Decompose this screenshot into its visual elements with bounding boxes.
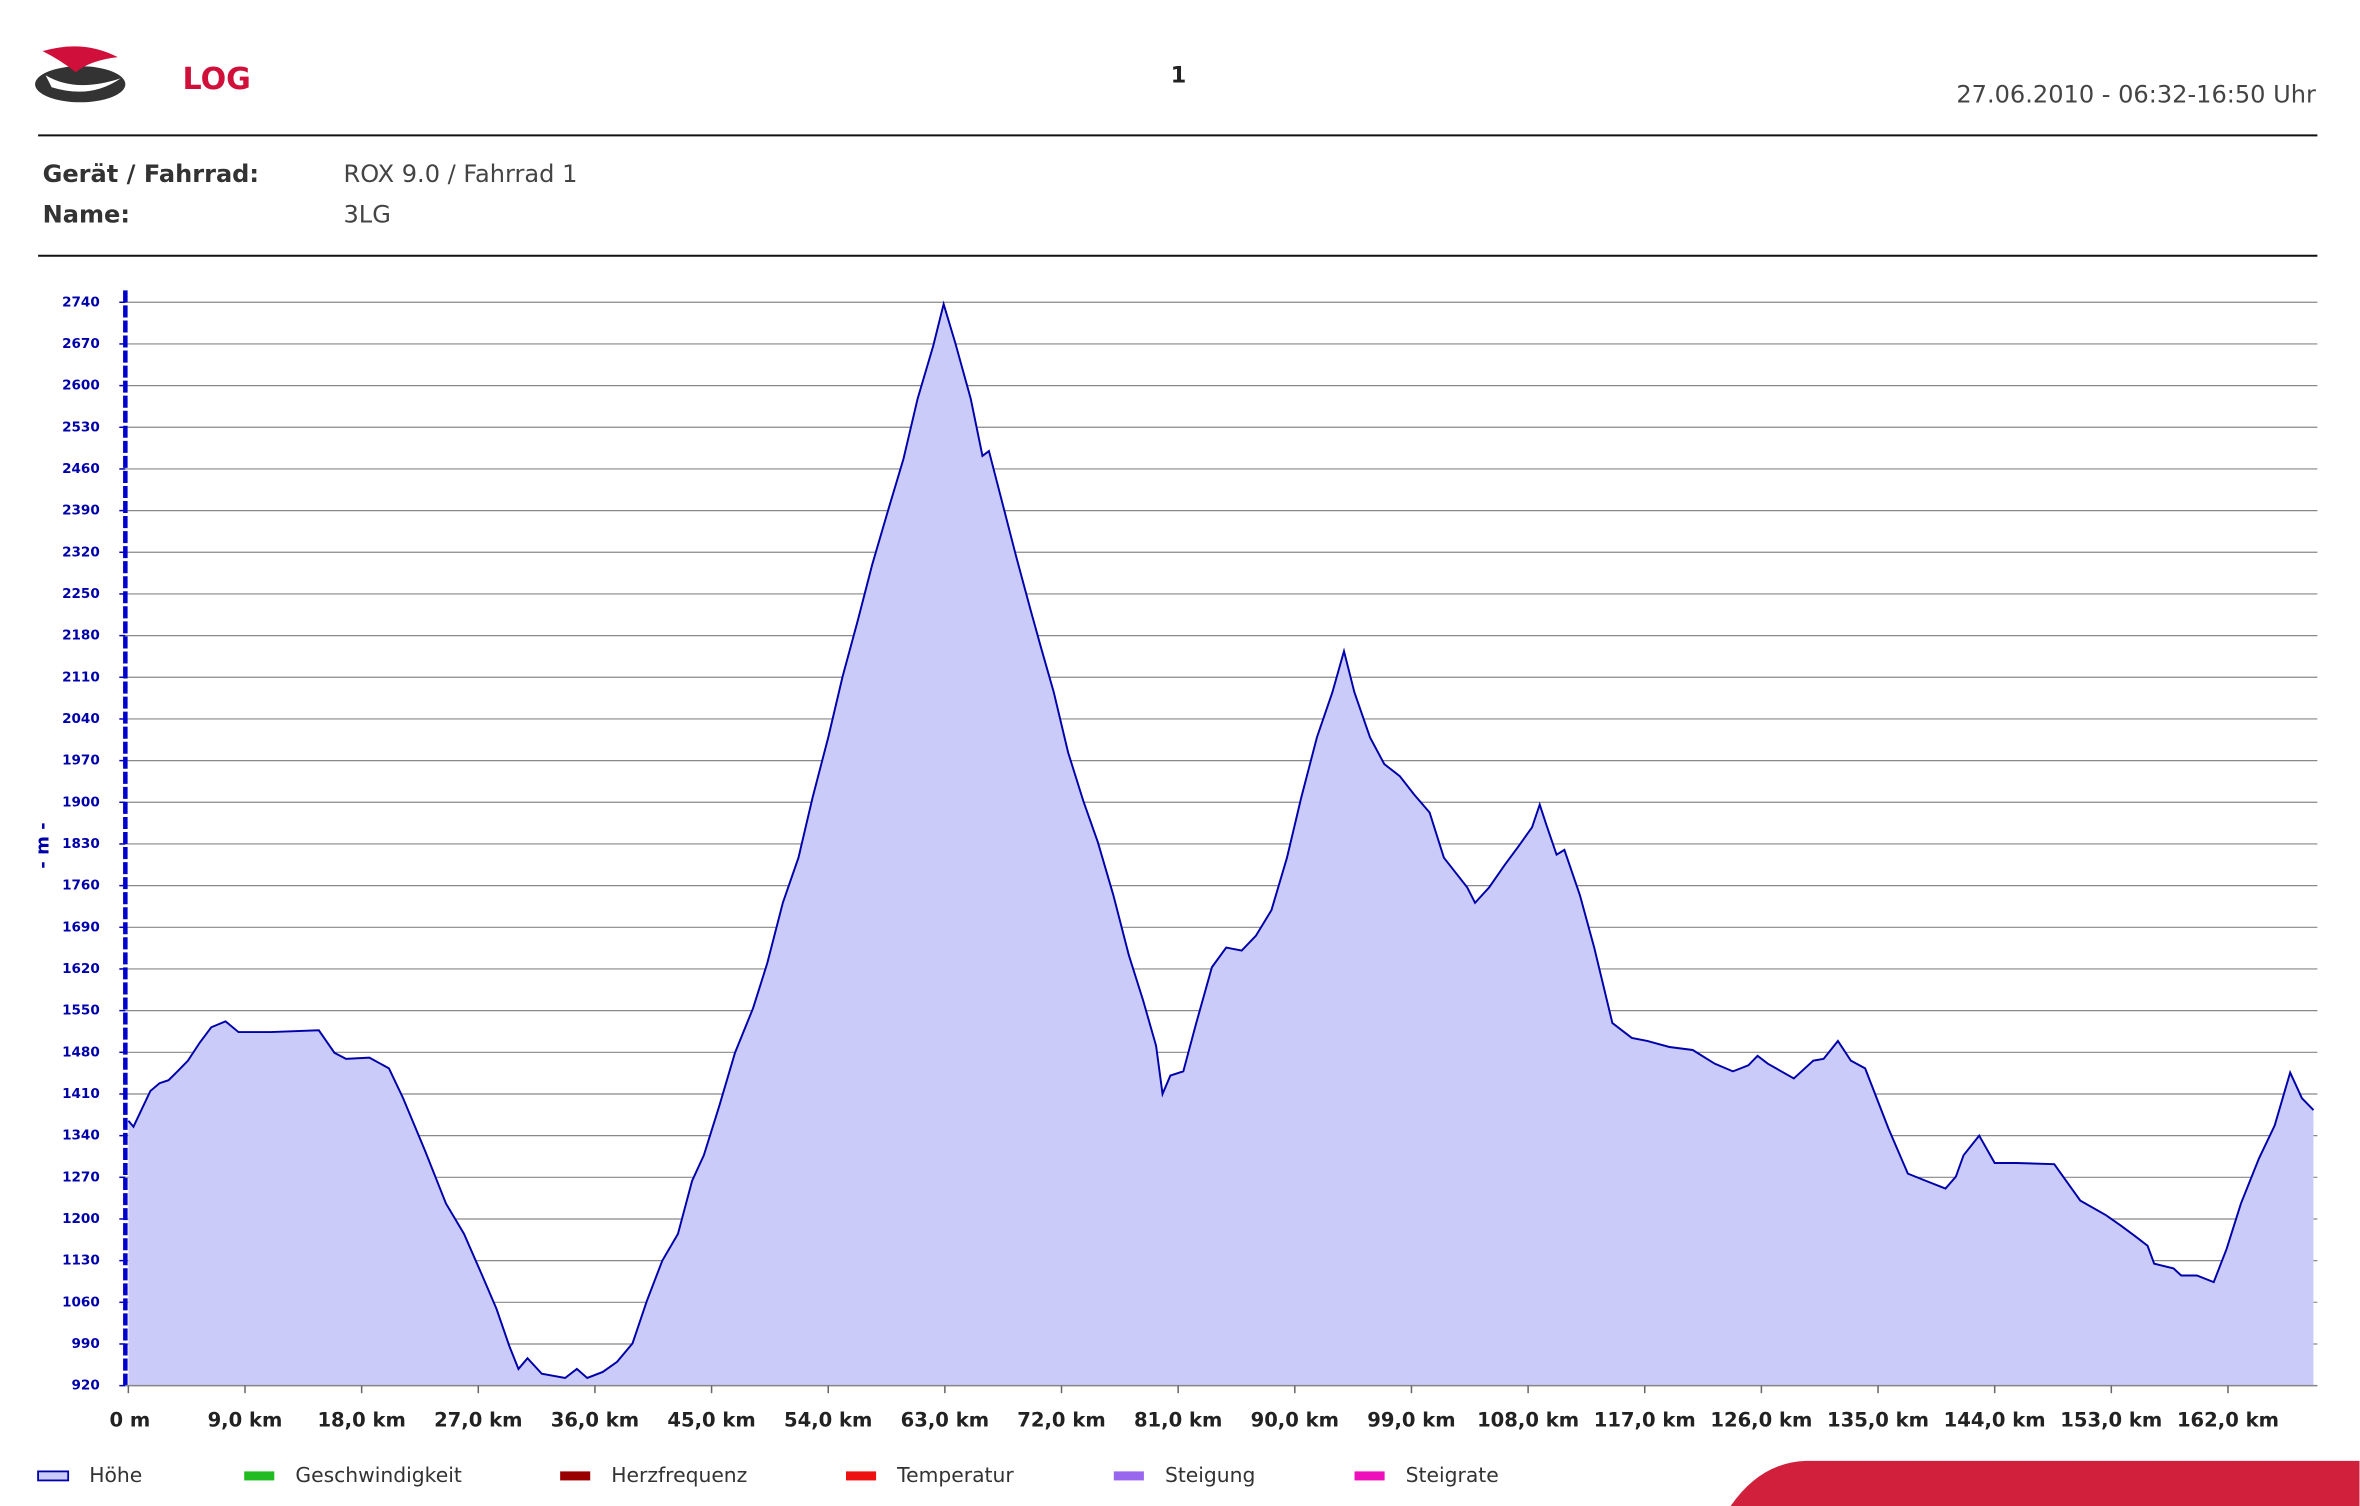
x-tick-label: 90,0 km bbox=[1251, 1408, 1339, 1431]
area-fill bbox=[128, 304, 2314, 1386]
page-number: 1 bbox=[1171, 63, 1187, 89]
y-axis-label: - m - bbox=[33, 822, 54, 868]
x-tick-label: 108,0 km bbox=[1477, 1408, 1579, 1431]
x-tick-label: 81,0 km bbox=[1134, 1408, 1222, 1431]
y-tick-label: 1550 bbox=[62, 1003, 100, 1019]
x-tick-label: 162,0 km bbox=[2177, 1408, 2279, 1431]
y-tick-label: 1760 bbox=[62, 878, 100, 894]
x-tick-label: 54,0 km bbox=[784, 1408, 872, 1431]
y-tick-label: 1480 bbox=[62, 1044, 100, 1060]
legend-swatch bbox=[1354, 1471, 1385, 1481]
legend-label: Herzfrequenz bbox=[611, 1463, 747, 1487]
y-tick-label: 2250 bbox=[62, 586, 100, 602]
y-tick-label: 2390 bbox=[62, 503, 100, 519]
y-tick-label: 1410 bbox=[62, 1086, 100, 1102]
x-tick-label: 45,0 km bbox=[667, 1408, 755, 1431]
x-tick-label: 63,0 km bbox=[901, 1408, 989, 1431]
legend-swatch bbox=[560, 1471, 591, 1481]
y-tick-label: 1060 bbox=[62, 1294, 100, 1310]
legend-label: Höhe bbox=[89, 1463, 142, 1487]
logo bbox=[35, 46, 126, 103]
y-tick-label: 1200 bbox=[62, 1211, 100, 1227]
date-range: 27.06.2010 - 06:32-16:50 Uhr bbox=[1956, 80, 2316, 108]
x-tick-label: 99,0 km bbox=[1367, 1408, 1455, 1431]
y-tick-label: 1900 bbox=[62, 794, 100, 810]
y-tick-label: 1970 bbox=[62, 753, 100, 769]
y-tick-label: 1690 bbox=[62, 919, 100, 935]
x-tick-label: 135,0 km bbox=[1827, 1408, 1929, 1431]
logo-text: LOG bbox=[183, 62, 251, 97]
y-tick-label: 1340 bbox=[62, 1128, 100, 1144]
y-tick-label: 920 bbox=[72, 1378, 100, 1394]
info-value: 3LG bbox=[344, 201, 391, 229]
y-tick-label: 2460 bbox=[62, 461, 100, 477]
y-tick-label: 2670 bbox=[62, 336, 100, 352]
plot: 920 990 1060 1130 1200 1270 1340 1410 1480 1550 16… bbox=[37, 290, 2318, 1487]
x-tick-label: 153,0 km bbox=[2060, 1408, 2162, 1431]
y-tick-label: 2320 bbox=[62, 544, 100, 560]
elevation-line bbox=[127, 300, 2315, 1380]
x-tick-label: 72,0 km bbox=[1017, 1408, 1105, 1431]
legend-label: Temperatur bbox=[896, 1463, 1014, 1487]
y-tick-label: 990 bbox=[72, 1336, 100, 1352]
x-tick-label: 144,0 km bbox=[1944, 1408, 2046, 1431]
x-tick-label: 36,0 km bbox=[551, 1408, 639, 1431]
legend-swatch bbox=[37, 1470, 70, 1482]
legend-label: Steigrate bbox=[1406, 1463, 1499, 1487]
legend-swatch bbox=[244, 1471, 275, 1481]
legend-label: Geschwindigkeit bbox=[295, 1463, 461, 1487]
x-tick-label: 0 m bbox=[109, 1408, 150, 1431]
footer-swoosh bbox=[1730, 1460, 2360, 1506]
x-tick-label: 27,0 km bbox=[434, 1408, 522, 1431]
info-label: Name: bbox=[43, 201, 130, 229]
y-tick-label: 2740 bbox=[62, 294, 100, 310]
y-tick-label: 2110 bbox=[62, 669, 100, 685]
y-tick-label: 1620 bbox=[62, 961, 100, 977]
y-tick-label: 2600 bbox=[62, 378, 100, 394]
y-tick-label: 1270 bbox=[62, 1169, 100, 1185]
legend-swatch bbox=[846, 1471, 877, 1481]
y-tick-label: 1130 bbox=[62, 1253, 100, 1269]
x-tick-label: 117,0 km bbox=[1594, 1408, 1696, 1431]
x-tick-label: 9,0 km bbox=[208, 1408, 283, 1431]
info-label: Gerät / Fahrrad: bbox=[43, 160, 259, 188]
y-tick-label: 1830 bbox=[62, 836, 100, 852]
legend-swatch bbox=[1113, 1471, 1144, 1481]
legend-label: Steigung bbox=[1165, 1463, 1255, 1487]
y-tick-label: 2530 bbox=[62, 419, 100, 435]
y-tick-label: 2040 bbox=[62, 711, 100, 727]
info-value: ROX 9.0 / Fahrrad 1 bbox=[344, 160, 578, 188]
x-tick-label: 18,0 km bbox=[317, 1408, 405, 1431]
x-tick-label: 126,0 km bbox=[1710, 1408, 1812, 1431]
y-tick-label: 2180 bbox=[62, 628, 100, 644]
